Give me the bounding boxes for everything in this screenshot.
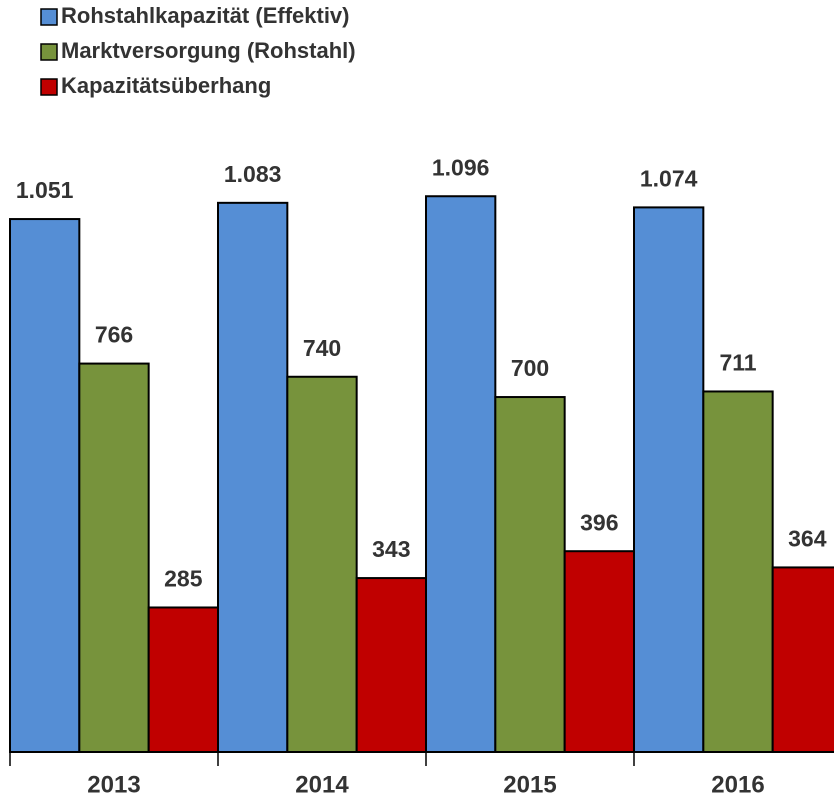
value-label: 396 <box>580 509 618 535</box>
bar <box>9 218 81 754</box>
bar <box>355 577 427 753</box>
value-label: 343 <box>372 536 410 562</box>
x-tick-label: 2013 <box>87 771 140 798</box>
value-label: 285 <box>164 566 203 592</box>
legend-label: Kapazitätsüberhang <box>61 73 271 98</box>
x-tick-label: 2014 <box>295 771 349 798</box>
bar <box>78 362 150 753</box>
value-label: 1.074 <box>640 165 698 191</box>
legend-swatch <box>40 78 58 96</box>
value-label: 1.051 <box>16 177 74 203</box>
value-label: 1.083 <box>224 161 282 187</box>
bar <box>217 201 289 753</box>
bar <box>771 566 834 753</box>
legend-swatch <box>40 43 58 61</box>
bar <box>425 195 497 753</box>
bar <box>494 396 566 753</box>
x-tick-label: 2016 <box>711 771 764 798</box>
bar <box>286 375 358 753</box>
value-label: 740 <box>303 335 341 361</box>
value-label: 364 <box>788 526 827 552</box>
bar <box>147 606 220 753</box>
value-label: 700 <box>511 355 549 381</box>
value-label: 766 <box>95 322 133 348</box>
legend-label: Rohstahlkapazität (Effektiv) <box>61 3 350 28</box>
legend-label: Marktversorgung (Rohstahl) <box>61 38 356 63</box>
bar <box>633 206 705 753</box>
value-label: 1.096 <box>432 154 490 180</box>
bar <box>702 390 774 753</box>
legend-swatch <box>40 8 58 26</box>
value-label: 711 <box>719 350 756 376</box>
x-tick-label: 2015 <box>503 771 556 798</box>
bar <box>563 550 636 753</box>
